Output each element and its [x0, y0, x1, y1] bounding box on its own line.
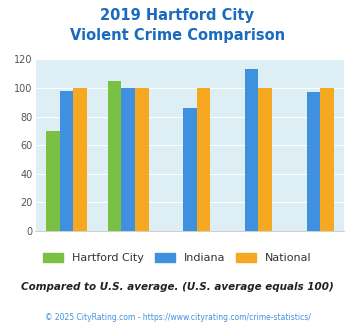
Text: Compared to U.S. average. (U.S. average equals 100): Compared to U.S. average. (U.S. average …: [21, 282, 334, 292]
Bar: [73, 88, 87, 231]
Bar: [60, 91, 73, 231]
Text: Violent Crime Comparison: Violent Crime Comparison: [70, 28, 285, 43]
Bar: [46, 131, 60, 231]
Bar: [197, 88, 210, 231]
Bar: [320, 88, 334, 231]
Bar: [121, 88, 135, 231]
Text: © 2025 CityRating.com - https://www.cityrating.com/crime-statistics/: © 2025 CityRating.com - https://www.city…: [45, 314, 310, 322]
Bar: [245, 69, 258, 231]
Bar: [183, 108, 197, 231]
Bar: [307, 92, 320, 231]
Bar: [108, 81, 121, 231]
Bar: [135, 88, 148, 231]
Legend: Hartford City, Indiana, National: Hartford City, Indiana, National: [39, 248, 316, 268]
Bar: [258, 88, 272, 231]
Text: 2019 Hartford City: 2019 Hartford City: [100, 8, 255, 23]
